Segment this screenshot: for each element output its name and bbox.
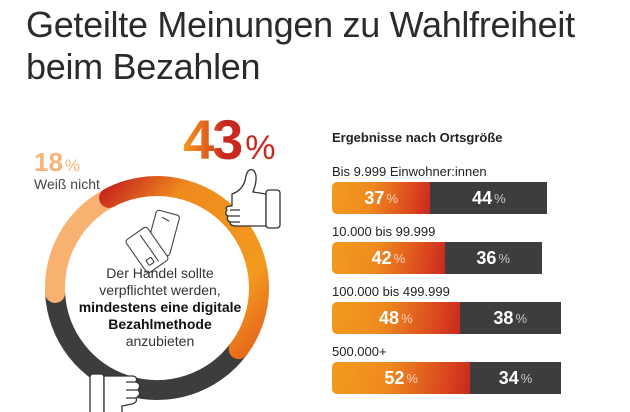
center-text-line-3: anzubieten	[125, 333, 195, 349]
stacked-bar: 37%44%19%	[332, 182, 598, 214]
percent-sign: %	[406, 370, 418, 386]
percent-sign: %	[520, 370, 533, 386]
unsure-percentage: 18% Weiß nicht	[34, 148, 100, 192]
unsure-percent-sign: %	[64, 156, 81, 175]
unsure-label: Weiß nicht	[34, 176, 100, 192]
center-text-line-1: Der Handel sollte	[106, 265, 214, 281]
bar-value-no: 34	[498, 367, 519, 388]
bar-value-yes: 37	[364, 187, 385, 208]
bar-value-no: 44	[472, 187, 493, 208]
stacked-bar: 42%36%21%	[332, 242, 598, 274]
bar-segment-no: 38%	[459, 302, 561, 334]
center-text-bold-1: mindestens eine digitale	[78, 299, 242, 315]
bar-segment-no: 36%	[444, 242, 542, 274]
panel-title: Ergebnisse nach Ortsgröße	[332, 130, 503, 145]
bar-value-yes: 52	[384, 367, 405, 388]
bar-segment-yes: 37%	[332, 182, 431, 214]
bar-segment-no: 34%	[470, 362, 561, 394]
bar-segment-no: 44%	[430, 182, 548, 214]
yes-percent-sign: %	[245, 129, 276, 167]
stacked-bar: 48%38%14%	[332, 302, 598, 334]
stacked-bar: 52%34%14%	[332, 362, 598, 394]
bar-value-no: 36	[476, 247, 497, 268]
yes-percentage-value: 43	[183, 108, 243, 171]
group-label: 100.000 bis 499.999	[332, 284, 450, 299]
title-line-2: beim Bezahlen	[26, 46, 261, 87]
bar-segment-yes: 42%	[332, 242, 445, 274]
bar-segment-yes: 52%	[332, 362, 471, 394]
bar-value-yes: 48	[379, 307, 400, 328]
bar-value-yes: 42	[371, 247, 392, 268]
page-title: Geteilte Meinungen zu Wahlfreiheit beim …	[26, 4, 575, 88]
bar-segment-yes: 48%	[332, 302, 460, 334]
card-and-phone-icon	[125, 209, 180, 274]
unsure-percentage-value: 18	[34, 147, 63, 177]
thumbs-up-icon	[225, 168, 281, 229]
group-label: Bis 9.999 Einwohner:innen	[332, 164, 487, 179]
percent-sign: %	[494, 190, 506, 206]
bar-value-no: 38	[493, 307, 514, 328]
percent-sign: %	[393, 250, 406, 266]
thumbs-down-icon	[89, 373, 141, 412]
yes-percentage: 43%	[183, 112, 276, 176]
percent-sign: %	[515, 310, 527, 326]
donut-center-text: Der Handel sollte verpflichtet werden, m…	[70, 265, 250, 350]
group-label: 10.000 bis 99.999	[332, 224, 436, 239]
percent-sign: %	[401, 310, 413, 326]
donut-chart	[45, 168, 281, 412]
percent-sign: %	[498, 250, 510, 266]
group-label: 500.000+	[332, 344, 387, 359]
title-line-1: Geteilte Meinungen zu Wahlfreiheit	[26, 4, 575, 45]
percent-sign: %	[386, 190, 398, 206]
center-text-bold-2: Bezahlmethode	[108, 316, 212, 332]
center-text-line-2: verpflichtet werden,	[99, 282, 221, 298]
donut-slice-unsure	[45, 187, 120, 303]
